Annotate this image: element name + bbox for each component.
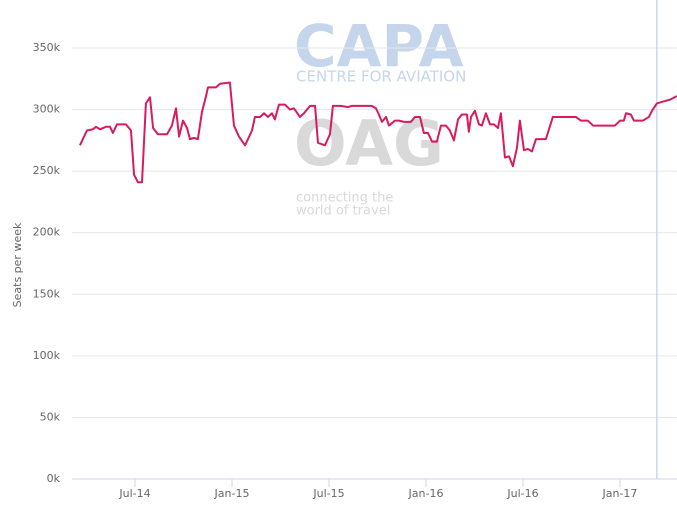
x-tick-label: Jan-17 <box>602 487 638 500</box>
series-line <box>79 81 677 184</box>
y-tick-label: 0k <box>47 472 61 485</box>
y-axis-label: Seats per week <box>11 222 24 307</box>
watermark: connecting the <box>296 191 393 206</box>
watermark: world of travel <box>296 204 390 219</box>
y-tick-label: 200k <box>33 226 61 239</box>
x-tick-label: Jan-15 <box>214 487 250 500</box>
y-tick-label: 250k <box>33 164 61 177</box>
x-tick-label: Jul-16 <box>506 487 538 500</box>
x-tick-label: Jan-16 <box>408 487 444 500</box>
y-tick-label: 350k <box>33 41 61 54</box>
x-tick-label: Jul-14 <box>118 487 150 500</box>
y-tick-label: 100k <box>33 349 61 362</box>
watermark: CAPA <box>294 12 464 80</box>
y-tick-label: 150k <box>33 287 61 300</box>
y-tick-label: 300k <box>33 103 61 116</box>
x-tick-label: Jul-15 <box>312 487 344 500</box>
watermark: CENTRE FOR AVIATION <box>296 68 466 86</box>
y-tick-label: 50k <box>40 410 61 423</box>
